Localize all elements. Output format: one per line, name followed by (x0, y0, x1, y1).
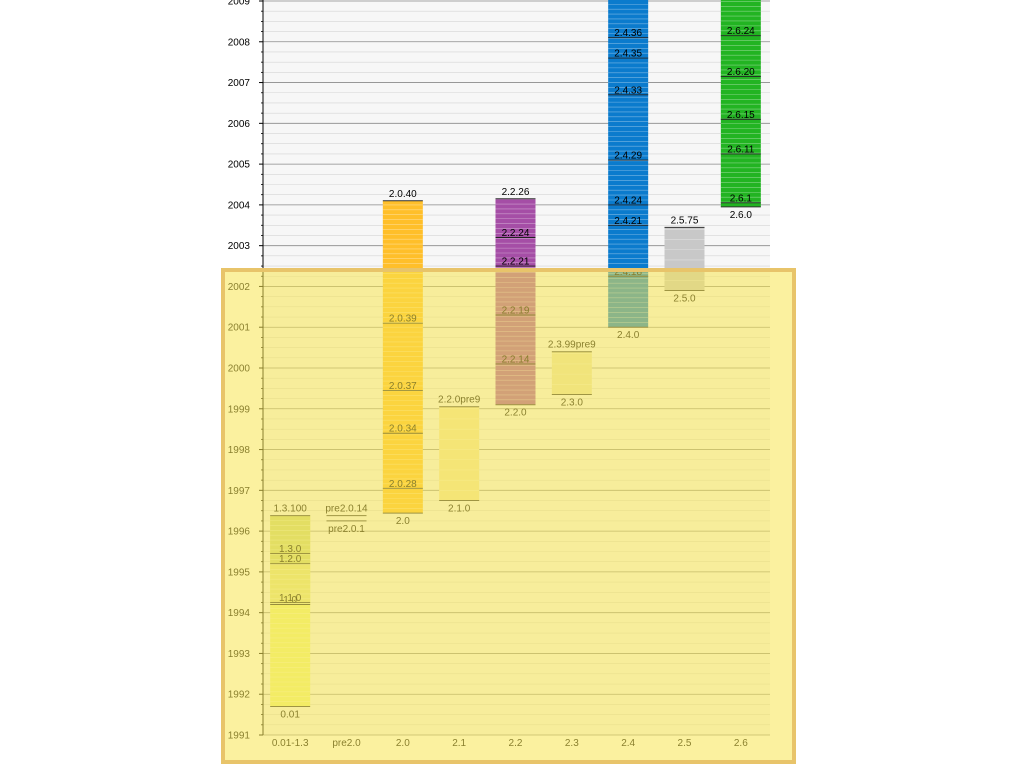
bar-end-label: 2.2.26 (502, 187, 530, 198)
release-label: 2.4.36 (614, 28, 642, 39)
release-label: 2.2.21 (502, 257, 530, 268)
y-tick-label: 2003 (228, 241, 251, 252)
release-label: 2.6.24 (727, 26, 755, 37)
release-label: 2.4.29 (614, 151, 642, 162)
bar-end-label: 2.0.40 (389, 189, 417, 200)
release-label: 2.2.24 (502, 228, 530, 239)
highlight-overlay (221, 268, 796, 764)
bar-start-label: 2.6.0 (730, 210, 753, 221)
release-label: 2.4.33 (614, 85, 642, 96)
release-label: 2.4.24 (614, 195, 642, 206)
y-tick-label: 2009 (228, 0, 251, 8)
bar-2.6 (720, 0, 761, 207)
release-label: 2.4.35 (614, 49, 642, 60)
release-label: 2.4.21 (614, 216, 642, 227)
release-label: 2.6.20 (727, 67, 755, 78)
y-tick-label: 2005 (228, 160, 251, 171)
y-tick-label: 2007 (228, 78, 251, 89)
y-tick-label: 2004 (228, 200, 251, 211)
release-label: 2.6.15 (727, 110, 755, 121)
y-tick-label: 2008 (228, 37, 251, 48)
release-label: 2.6.1 (730, 193, 753, 204)
release-label: 2.6.11 (727, 144, 754, 155)
bar-end-label: 2.5.75 (671, 215, 699, 226)
y-tick-label: 2006 (228, 119, 251, 130)
